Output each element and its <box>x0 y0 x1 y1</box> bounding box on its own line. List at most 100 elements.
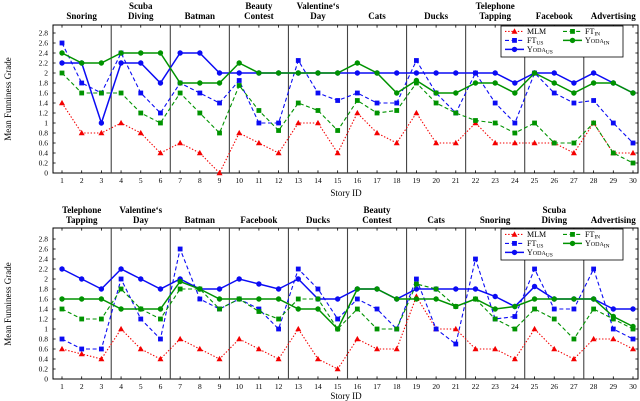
data-point-YODA_IN <box>630 90 636 96</box>
x-tick-label: 16 <box>354 382 362 391</box>
data-point-MLM <box>137 129 144 136</box>
data-point-FT_IN <box>79 316 85 322</box>
data-point-YODA_IN <box>374 70 380 76</box>
data-point-YODA_US <box>492 70 498 76</box>
y-tick-label: 0.8 <box>39 129 49 138</box>
data-point-YODA_IN <box>433 90 439 96</box>
data-point-YODA_IN <box>571 90 577 96</box>
x-tick-label: 28 <box>590 176 598 185</box>
data-point-FT_IN <box>295 100 301 106</box>
data-point-FT_IN <box>295 296 301 302</box>
data-point-YODA_US <box>472 70 479 76</box>
x-tick-label: 29 <box>610 176 618 185</box>
data-point-FT_US <box>256 306 262 312</box>
y-tick-label: 2.6 <box>39 39 49 48</box>
data-point-YODA_IN <box>295 70 301 76</box>
data-point-YODA_IN <box>157 306 164 312</box>
data-point-MLM <box>630 149 636 156</box>
section-title: Diving <box>128 11 154 21</box>
data-point-YODA_IN <box>216 80 223 86</box>
legend-entry-label: FTIN <box>585 230 600 241</box>
data-point-YODA_US <box>216 70 223 76</box>
data-point-FT_IN <box>433 100 439 106</box>
legend-entry-label: FTUS <box>527 239 543 250</box>
section-title: Contest <box>244 11 274 21</box>
data-point-FT_US <box>512 120 518 126</box>
data-point-YODA_IN <box>453 303 459 310</box>
data-point-MLM <box>137 345 144 352</box>
data-point-FT_US <box>551 90 557 96</box>
y-tick-label: 0.6 <box>39 345 49 354</box>
data-point-FT_IN <box>118 286 124 292</box>
data-point-FT_US <box>571 100 577 106</box>
data-point-FT_IN <box>276 128 281 133</box>
data-point-FT_US <box>473 256 478 262</box>
section-title: Advertising <box>591 215 637 225</box>
data-point-FT_IN <box>98 316 104 322</box>
data-point-MLM <box>59 99 65 106</box>
legend-entry-label: FTIN <box>585 27 600 38</box>
data-point-MLM <box>118 325 125 332</box>
x-tick-label: 15 <box>334 382 342 391</box>
data-point-FT_IN <box>551 140 557 146</box>
data-point-FT_US <box>532 266 537 272</box>
data-point-YODA_US <box>630 306 636 312</box>
data-point-FT_IN <box>354 98 360 103</box>
data-point-YODA_IN <box>315 306 321 312</box>
red-dotted-triangle-line-marker <box>511 28 518 34</box>
y-tick-label: 2.2 <box>39 265 49 274</box>
x-tick-label: 15 <box>334 176 342 185</box>
y-tick-label: 1.6 <box>39 295 49 304</box>
bottom-chart: Mean Funniness Grade Story ID TelephoneT… <box>3 205 639 401</box>
section-title: Snoring <box>480 215 511 225</box>
data-point-YODA_IN <box>138 50 144 56</box>
x-tick-label: 9 <box>218 176 222 185</box>
data-point-FT_US <box>374 100 380 106</box>
data-point-FT_IN <box>414 281 419 287</box>
data-point-FT_IN <box>374 110 380 116</box>
data-point-MLM <box>374 345 381 352</box>
data-point-FT_IN <box>118 90 124 96</box>
data-point-YODA_US <box>59 60 65 66</box>
data-point-MLM <box>78 350 85 357</box>
data-point-FT_US <box>414 276 419 282</box>
x-tick-label: 27 <box>570 176 578 185</box>
blue-dashed-square-line-marker <box>512 38 517 43</box>
x-tick-label: 4 <box>119 176 123 185</box>
data-point-MLM <box>157 355 164 362</box>
data-point-MLM <box>295 119 302 126</box>
data-point-YODA_IN <box>78 296 85 302</box>
x-tick-label: 5 <box>139 382 143 391</box>
y-tick-label: 1.8 <box>39 285 49 294</box>
section-title: Batman <box>185 215 216 225</box>
data-point-FT_US <box>591 98 597 103</box>
data-point-FT_US <box>551 306 557 312</box>
legend-entry-label: FTUS <box>527 36 543 47</box>
x-tick-label: 1 <box>60 176 64 185</box>
y-tick-label: 2.2 <box>39 59 49 68</box>
data-point-YODA_IN <box>512 90 518 96</box>
data-point-YODA_IN <box>98 296 105 302</box>
data-point-MLM <box>295 325 302 332</box>
x-tick-label: 18 <box>393 176 401 185</box>
data-point-YODA_US <box>216 286 223 292</box>
x-tick-label: 13 <box>295 176 303 185</box>
x-tick-label: 14 <box>314 382 322 391</box>
data-point-FT_IN <box>217 130 222 136</box>
data-point-MLM <box>314 119 321 126</box>
x-tick-label: 22 <box>472 176 480 185</box>
y-tick-label: 1.4 <box>39 99 49 108</box>
data-point-FT_US <box>295 266 301 272</box>
data-point-FT_US <box>79 346 85 352</box>
data-point-YODA_US <box>138 276 144 282</box>
data-point-MLM <box>334 149 341 156</box>
section-title: Day <box>310 11 326 21</box>
data-point-MLM <box>570 355 577 362</box>
x-tick-label: 19 <box>413 176 421 185</box>
data-point-FT_IN <box>138 110 144 116</box>
data-point-FT_IN <box>571 336 577 342</box>
section-title: Advertising <box>591 11 637 21</box>
x-tick-label: 27 <box>570 382 578 391</box>
data-point-YODA_IN <box>374 286 380 292</box>
data-point-YODA_IN <box>413 77 420 84</box>
